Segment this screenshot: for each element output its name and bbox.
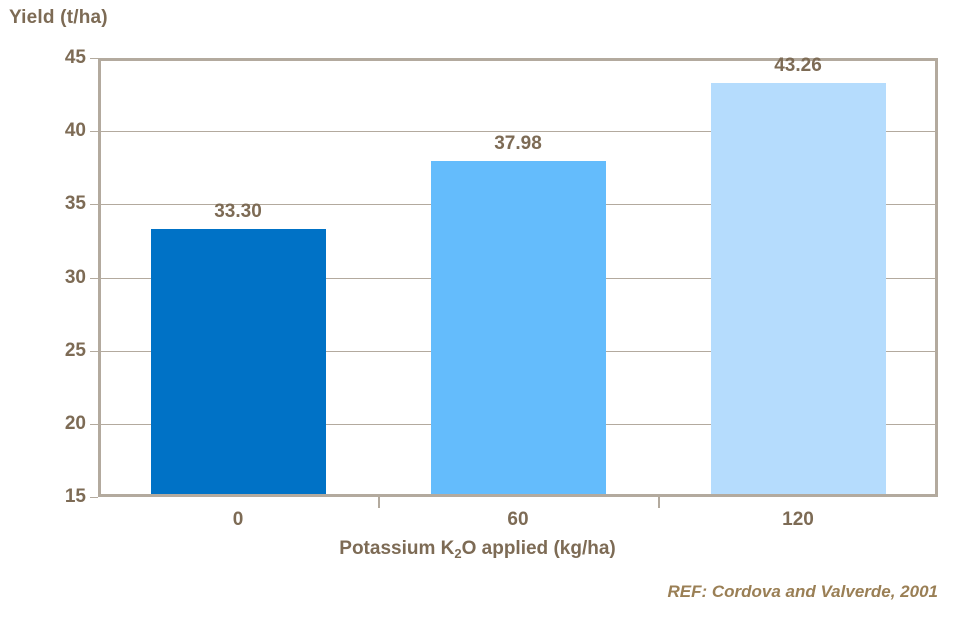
- y-axis-tick-mark: [90, 277, 98, 279]
- x-axis-tick-mark: [378, 497, 380, 508]
- reference-note: REF: Cordova and Valverde, 2001: [667, 582, 938, 601]
- y-axis-tick-mark: [90, 58, 98, 59]
- x-axis-tick-mark: [658, 497, 660, 508]
- y-axis-tick-label: 45: [64, 47, 86, 68]
- bar[interactable]: [150, 229, 326, 494]
- bar-value-label: 37.98: [494, 132, 542, 154]
- x-axis-line: [98, 494, 938, 497]
- y-axis-tick-label: 35: [64, 193, 86, 215]
- y-axis-tick-label-group: 45 40 35 30 25 20 15: [30, 0, 86, 618]
- bar[interactable]: [430, 160, 606, 494]
- x-axis-tick-label: 0: [232, 509, 244, 530]
- x-axis-title-subscript: 2: [454, 546, 462, 561]
- y-axis-tick-mark: [90, 131, 98, 133]
- plot-area: 33.30 37.98 43.26: [90, 55, 938, 508]
- y-axis-tick-label: 20: [64, 412, 86, 434]
- x-axis-tick-label: 120: [782, 509, 814, 530]
- y-axis-title: Yield (t/ha): [9, 7, 108, 28]
- bar-value-label: 43.26: [774, 55, 822, 77]
- gridline: [98, 131, 938, 133]
- y-axis-tick-label: 30: [64, 266, 86, 288]
- y-axis-tick-mark: [90, 497, 98, 498]
- bar-value-label: 33.30: [214, 201, 262, 223]
- x-axis-title: Potassium K2O applied (kg/ha): [339, 538, 616, 561]
- y-axis-tick-mark: [90, 350, 98, 352]
- y-axis-tick-label: 15: [64, 486, 86, 507]
- bar[interactable]: [710, 83, 886, 494]
- y-axis-tick-label: 40: [64, 120, 86, 142]
- y-axis-tick-mark: [90, 204, 98, 206]
- y-axis-tick-label: 25: [64, 339, 86, 361]
- plot-top-border: [98, 58, 938, 61]
- x-axis-tick-label: 60: [507, 509, 529, 530]
- y-axis-tick-mark: [90, 423, 98, 425]
